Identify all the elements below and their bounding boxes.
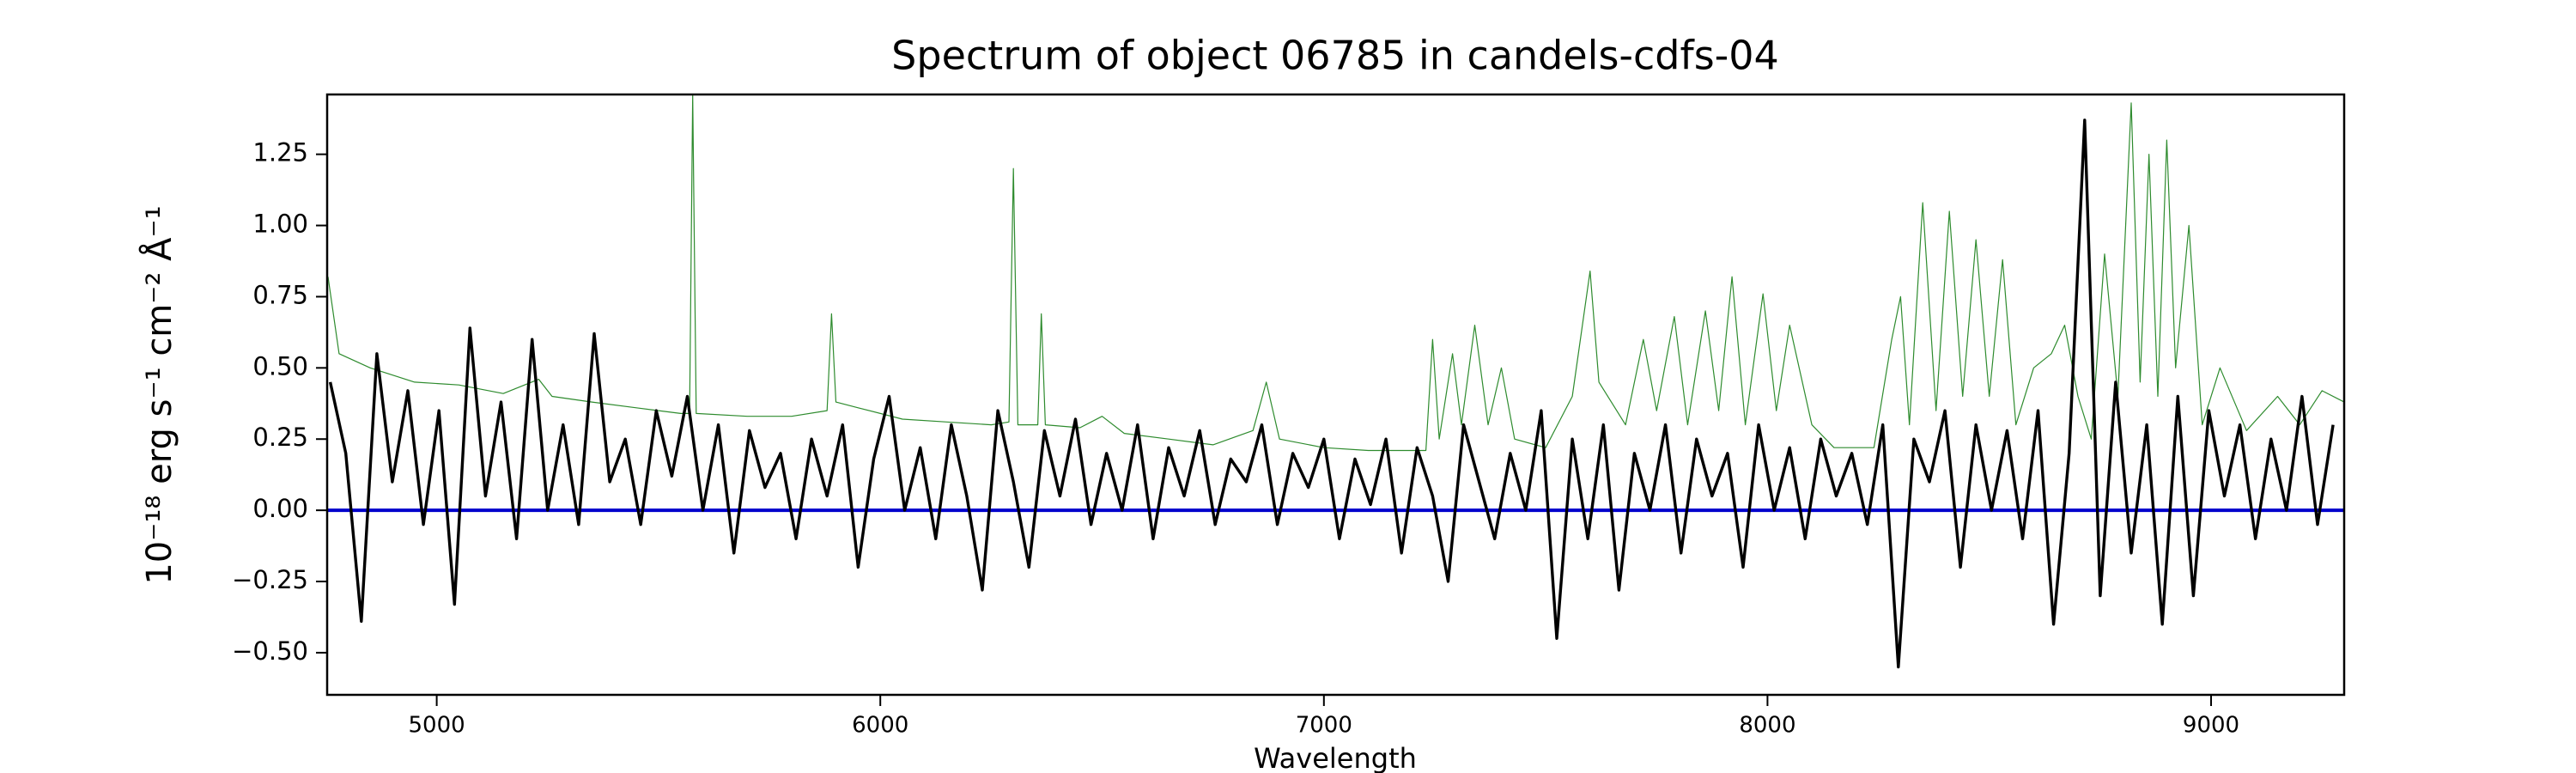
spectrum-line [327, 94, 2344, 452]
y-tick-label: 1.25 [252, 138, 308, 167]
x-tick-label: 9000 [2183, 713, 2239, 739]
axes-frame [325, 93, 2346, 697]
y-tick-label: −0.25 [232, 565, 308, 594]
spectrum-line [328, 119, 2335, 669]
plot-area [327, 94, 2344, 669]
y-tick-label: 0.25 [252, 423, 308, 452]
x-tick-label: 6000 [852, 713, 908, 739]
y-tick-label: 0.50 [252, 351, 308, 380]
y-tick-label: 0.00 [252, 494, 308, 523]
y-tick-label: −0.50 [232, 636, 308, 666]
y-tick-label: 0.75 [252, 280, 308, 309]
x-tick-label: 8000 [1739, 713, 1795, 739]
y-tick-label: 1.00 [252, 210, 308, 239]
x-tick-label: 7000 [1296, 713, 1352, 739]
y-axis-label: 10⁻¹⁸ erg s⁻¹ cm⁻² Å⁻¹ [138, 205, 179, 584]
x-tick-label: 5000 [409, 713, 465, 739]
chart-title: Spectrum of object 06785 in candels-cdfs… [891, 33, 1779, 79]
x-axis-label: Wavelength [1254, 742, 1417, 773]
